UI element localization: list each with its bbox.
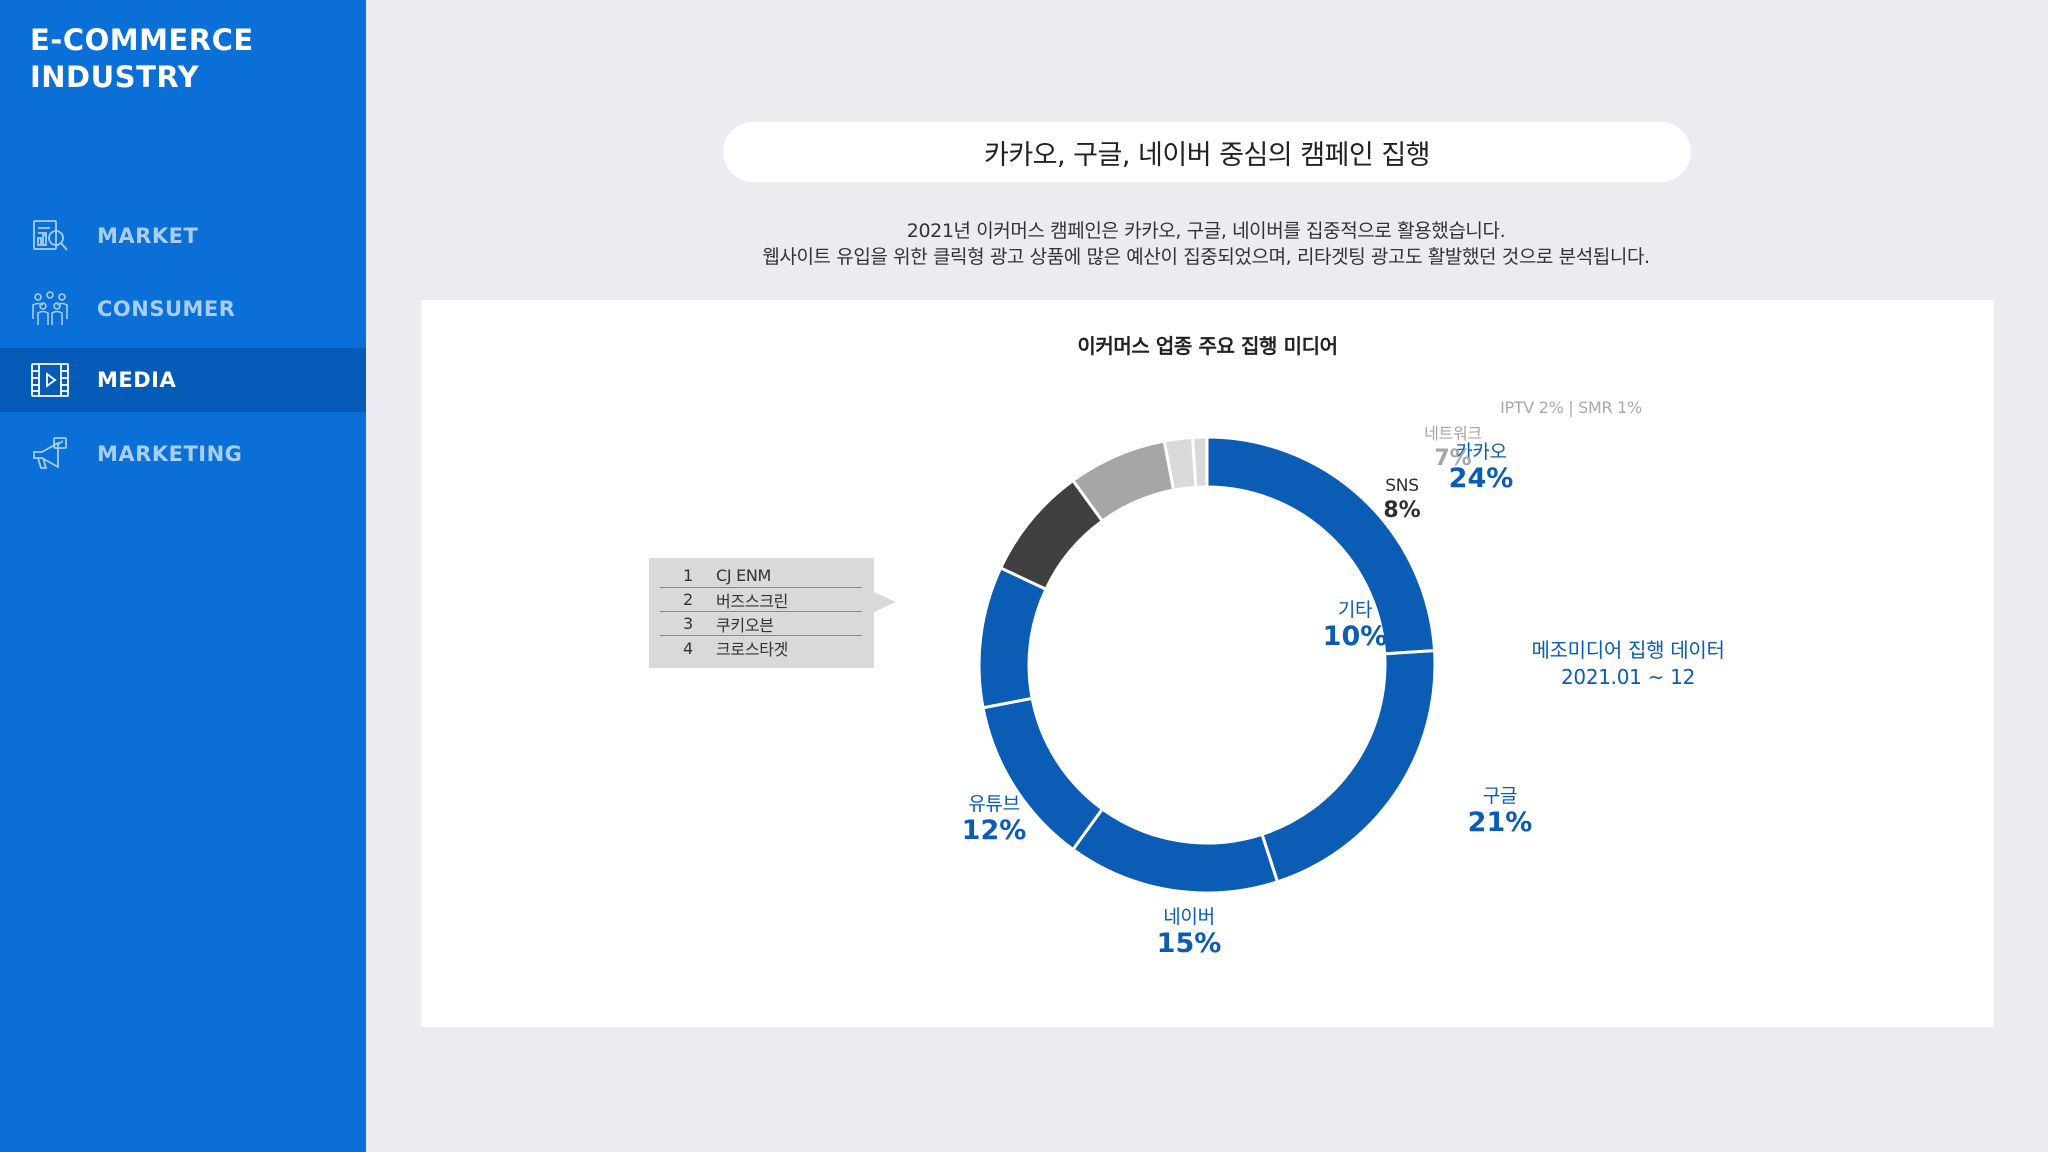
- slice-label-google: 구글 21%: [1440, 781, 1560, 838]
- center-label-line-1: 메조미디어 집행 데이터: [1531, 638, 1725, 662]
- sidebar-item-label: MEDIA: [97, 368, 177, 392]
- donut-chart: [977, 435, 1437, 895]
- callout-rank: 4: [683, 638, 693, 658]
- callout-rank: 3: [683, 614, 693, 633]
- donut-slice-4: [977, 565, 1048, 710]
- slice-name: 카카오: [1455, 441, 1507, 463]
- callout-row: 2 버즈스크린: [660, 588, 862, 612]
- donut-slice-2: [1070, 806, 1280, 895]
- slice-name: 기타: [1337, 599, 1373, 621]
- callout-media-name: 쿠키오븐: [716, 615, 774, 635]
- callout-media-name: CJ ENM: [716, 566, 772, 585]
- consumer-group-icon: [32, 291, 68, 325]
- brand-logo-text: E-COMMERCE INDUSTRY: [30, 22, 254, 96]
- center-label-line-2: 2021.01 ~ 12: [1560, 665, 1696, 689]
- slice-name: 유튜브: [968, 793, 1020, 815]
- donut-slice-8: [1191, 435, 1209, 489]
- slice-label-iptv-smr: IPTV 2% | SMR 1%: [1471, 398, 1671, 417]
- market-report-icon: [33, 220, 68, 251]
- slice-name: 네이버: [1163, 906, 1215, 928]
- sidebar-item-market[interactable]: MARKET: [0, 204, 366, 268]
- chart-title: 이커머스 업종 주요 집행 미디어: [1077, 334, 1338, 358]
- slice-label-network: 네트워크 7%: [1403, 420, 1503, 474]
- slice-name: SNS: [1385, 476, 1419, 496]
- callout-row: 3 쿠키오븐: [660, 612, 862, 636]
- callout-row: 4 크로스타겟: [660, 636, 862, 660]
- etc-callout-box: 1 CJ ENM 2 버즈스크린 3 쿠키오븐 4 크로스타겟: [649, 558, 874, 668]
- slice-value: 15%: [1156, 928, 1222, 959]
- donut-slice-1: [1260, 649, 1437, 884]
- callout-rank: 2: [683, 590, 693, 609]
- description-line-2: 웹사이트 유입을 위한 클릭형 광고 상품에 많은 예산이 집중되었으며, 리타…: [762, 246, 1650, 268]
- slice-value: 12%: [961, 815, 1027, 846]
- slice-value: 21%: [1467, 807, 1533, 838]
- slice-label-etc: 기타 10%: [1295, 595, 1415, 652]
- slice-label-youtube: 유튜브 12%: [934, 789, 1054, 846]
- callout-rank: 1: [683, 566, 693, 585]
- slice-name: 구글: [1482, 785, 1518, 807]
- slice-name: 네트워크: [1424, 424, 1482, 443]
- sidebar-item-media[interactable]: MEDIA: [0, 348, 366, 412]
- sidebar-item-marketing[interactable]: MARKETING: [0, 422, 366, 486]
- brand-line-1: E-COMMERCE: [30, 23, 254, 57]
- donut-center-label: 메조미디어 집행 데이터 2021.01 ~ 12: [1421, 637, 1835, 691]
- slice-label-sns: SNS 8%: [1352, 476, 1452, 526]
- media-play-icon: [31, 363, 69, 397]
- brand-line-2: INDUSTRY: [30, 60, 200, 94]
- sidebar-item-label: MARKET: [97, 224, 199, 248]
- megaphone-icon: [33, 437, 67, 469]
- sidebar-item-label: CONSUMER: [97, 297, 236, 321]
- slice-small-label: IPTV 2% | SMR 1%: [1500, 398, 1642, 417]
- callout-media-name: 크로스타겟: [716, 640, 789, 659]
- description-line-1: 2021년 이커머스 캠페인은 카카오, 구글, 네이버를 집중적으로 활용했습…: [906, 220, 1506, 242]
- slice-label-kakao: 카카오 24%: [1421, 437, 1541, 494]
- page-title: 카카오, 구글, 네이버 중심의 캠페인 집행: [723, 122, 1691, 182]
- callout-pointer: [874, 592, 896, 612]
- callout-row: 1 CJ ENM: [660, 564, 862, 588]
- sidebar: E-COMMERCE INDUSTRY MARKET CONSUMER MEDI…: [0, 0, 366, 1152]
- slice-value: 7%: [1434, 446, 1472, 471]
- slice-value: 10%: [1322, 621, 1388, 652]
- sidebar-item-label: MARKETING: [97, 442, 243, 466]
- slice-value: 24%: [1448, 463, 1514, 494]
- slice-value: 8%: [1383, 498, 1421, 523]
- slice-label-naver: 네이버 15%: [1129, 902, 1249, 959]
- callout-media-name: 버즈스크린: [716, 591, 789, 611]
- page-description: 2021년 이커머스 캠페인은 카카오, 구글, 네이버를 집중적으로 활용했습…: [620, 218, 1792, 270]
- sidebar-item-consumer[interactable]: CONSUMER: [0, 277, 366, 341]
